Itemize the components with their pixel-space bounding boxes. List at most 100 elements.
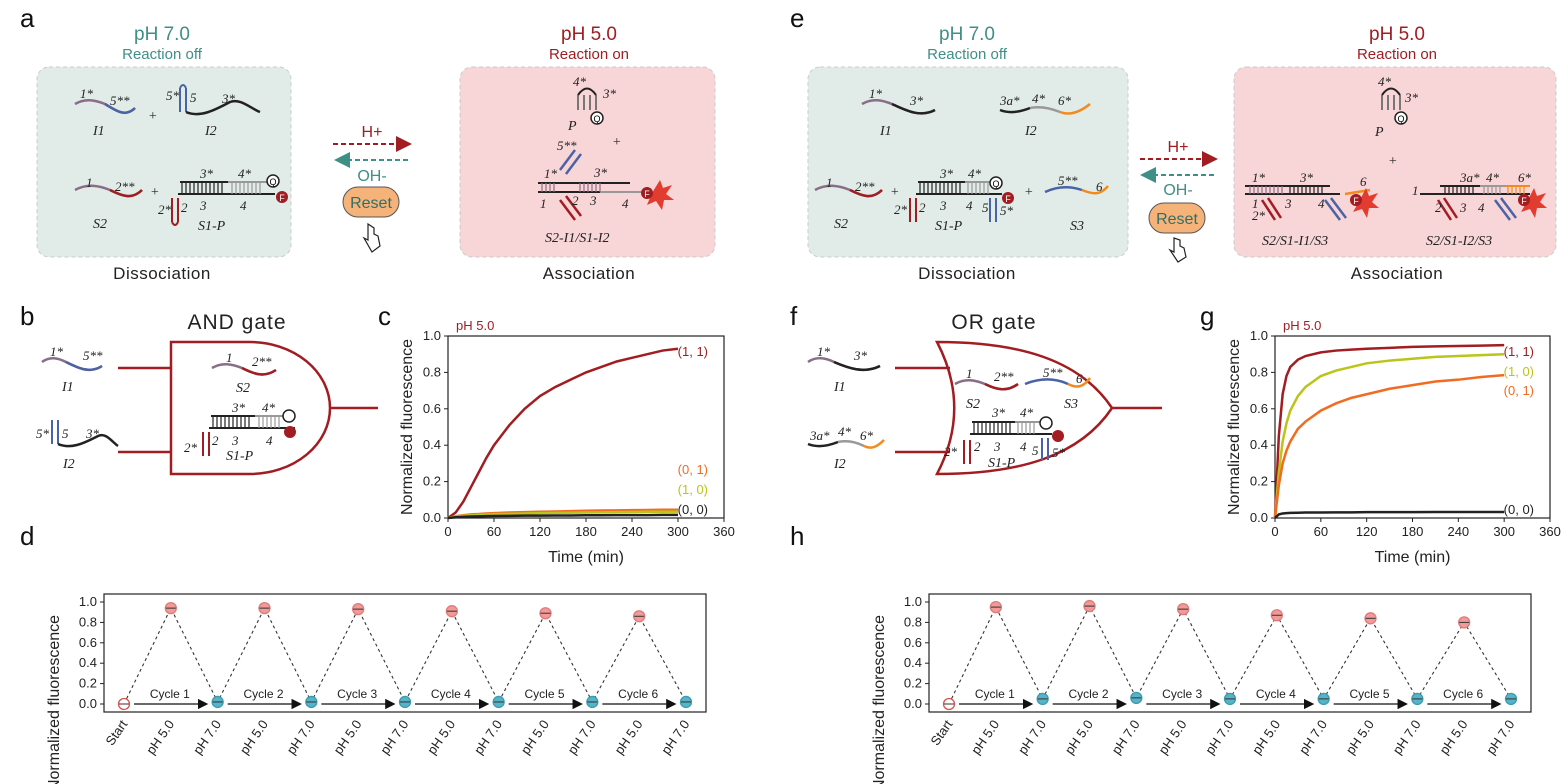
panel-label-e: e xyxy=(790,3,804,33)
or-gate-s2: 1 2** S2 xyxy=(954,366,1019,412)
svg-text:3: 3 xyxy=(589,193,597,208)
svg-text:2: 2 xyxy=(1435,200,1442,215)
svg-text:3a*: 3a* xyxy=(1459,170,1480,185)
cycle-label: Cycle 6 xyxy=(618,687,658,701)
y-tick-label: 0.6 xyxy=(79,635,97,650)
svg-text:1: 1 xyxy=(86,175,93,190)
strand-s3-e: 5** 6 S3 xyxy=(1044,173,1109,234)
reset-button-right[interactable]: Reset xyxy=(1148,202,1206,263)
svg-text:1*: 1* xyxy=(544,166,558,181)
series-line xyxy=(1273,343,1505,519)
chart-annotation: pH 5.0 xyxy=(456,318,494,333)
x-tick-label: pH 7.0 xyxy=(658,717,692,757)
svg-text:5*: 5* xyxy=(36,426,50,441)
cycle-label: Cycle 3 xyxy=(337,687,377,701)
svg-text:3*: 3* xyxy=(593,165,608,180)
svg-text:S2: S2 xyxy=(966,397,980,412)
y-tick-label: 0.8 xyxy=(423,364,441,379)
svg-text:I2: I2 xyxy=(833,457,846,472)
svg-text:2*: 2* xyxy=(944,444,958,459)
svg-text:I2: I2 xyxy=(1024,124,1037,139)
cycle-label: Cycle 3 xyxy=(1162,687,1202,701)
plus-sign: + xyxy=(148,109,157,124)
svg-text:+: + xyxy=(612,135,621,150)
x-tick-label: pH 7.0 xyxy=(1296,717,1330,757)
off-ph-label: pH 7.0 xyxy=(134,24,190,45)
legend-entry: (1, 1) xyxy=(1504,344,1534,359)
svg-text:S2/S1-I1/S3: S2/S1-I1/S3 xyxy=(1262,234,1328,249)
x-tick-label: pH 5.0 xyxy=(1155,717,1189,757)
svg-text:I1: I1 xyxy=(92,124,105,139)
series-line xyxy=(447,347,679,520)
x-tick-label: 0 xyxy=(444,524,451,539)
reset-button-left[interactable]: Reset xyxy=(342,186,400,253)
x-tick-label: 180 xyxy=(575,524,597,539)
svg-text:4: 4 xyxy=(1318,196,1325,211)
svg-text:S2: S2 xyxy=(236,381,250,396)
svg-text:F: F xyxy=(279,193,285,203)
plus-sign-2: + xyxy=(150,185,159,200)
x-tick-label: 300 xyxy=(1493,524,1515,539)
svg-text:6*: 6* xyxy=(1518,170,1532,185)
x-tick-label: 300 xyxy=(667,524,689,539)
x-tick-label: pH 5.0 xyxy=(143,717,177,757)
cycle-connector xyxy=(948,604,1512,705)
svg-text:6: 6 xyxy=(1360,174,1367,189)
or-input-i2: 3a* 4* 6* I2 xyxy=(807,424,885,472)
svg-text:4*: 4* xyxy=(1378,74,1392,89)
cycle-label: Cycle 2 xyxy=(243,687,283,701)
svg-text:OH-: OH- xyxy=(357,168,386,185)
x-tick-label: pH 7.0 xyxy=(1109,717,1143,757)
svg-text:2**: 2** xyxy=(252,354,272,369)
y-tick-label: 0.0 xyxy=(79,696,97,711)
svg-text:4: 4 xyxy=(1020,439,1027,454)
panel-label-g: g xyxy=(1200,301,1214,331)
cycle-label: Cycle 4 xyxy=(1256,687,1296,701)
y-tick-label: 0.6 xyxy=(423,401,441,416)
strand-i2-e: 3a* 4* 6* I2 xyxy=(999,91,1091,139)
svg-text:1*: 1* xyxy=(869,86,883,101)
cycle-label: Cycle 1 xyxy=(150,687,190,701)
y-tick-label: 0.4 xyxy=(79,655,97,670)
svg-text:S1-P: S1-P xyxy=(988,456,1016,471)
svg-text:1*: 1* xyxy=(80,86,94,101)
y-tick-label: 0.2 xyxy=(79,676,97,691)
svg-text:S2-I1/S1-I2: S2-I1/S1-I2 xyxy=(545,231,610,246)
svg-text:2: 2 xyxy=(974,439,981,454)
svg-text:S3: S3 xyxy=(1064,397,1078,412)
panel-label-f: f xyxy=(790,301,798,331)
svg-text:Q: Q xyxy=(269,177,276,187)
svg-text:1: 1 xyxy=(826,175,833,190)
x-tick-label: 60 xyxy=(487,524,501,539)
chart-c: 0 60 120 180 240 300 360 0.0 0.2 0.4 0.6 0.8 1.0 Time… xyxy=(399,318,735,566)
cycle-label: Cycle 2 xyxy=(1068,687,1108,701)
y-tick-label: 0.0 xyxy=(423,510,441,525)
strand-s2: 1 2** S2 xyxy=(74,175,143,232)
x-tick-label: pH 5.0 xyxy=(1249,717,1283,757)
svg-text:3*: 3* xyxy=(602,86,617,101)
x-tick-label: pH 7.0 xyxy=(1390,717,1424,757)
cycle-label: Cycle 4 xyxy=(431,687,471,701)
chart-d: 0.0 0.2 0.4 0.6 0.8 1.0 Normalized fluorescenc… xyxy=(46,593,707,784)
svg-text:4*: 4* xyxy=(968,166,982,181)
svg-text:4*: 4* xyxy=(262,400,276,415)
x-tick-label: pH 5.0 xyxy=(237,717,271,757)
y-axis-label: Normalized fluorescence xyxy=(1226,339,1243,515)
on-ph-label-e: pH 5.0 xyxy=(1369,24,1425,45)
panel-label-d: d xyxy=(20,521,34,551)
svg-text:Reset: Reset xyxy=(350,195,392,212)
x-tick-label: pH 5.0 xyxy=(611,717,645,757)
panel-label-h: h xyxy=(790,521,804,551)
y-tick-label: 0.2 xyxy=(904,676,922,691)
x-tick-label: pH 7.0 xyxy=(377,717,411,757)
x-tick-label: 360 xyxy=(1539,524,1561,539)
x-tick-label: pH 5.0 xyxy=(1436,717,1470,757)
legend-entry: (0, 1) xyxy=(1504,383,1534,398)
svg-text:2: 2 xyxy=(181,200,188,215)
x-tick-label: pH 5.0 xyxy=(1343,717,1377,757)
svg-text:2*: 2* xyxy=(1252,208,1266,223)
svg-text:I2: I2 xyxy=(62,457,75,472)
y-tick-label: 0.8 xyxy=(1250,364,1268,379)
series-line xyxy=(1274,510,1505,519)
